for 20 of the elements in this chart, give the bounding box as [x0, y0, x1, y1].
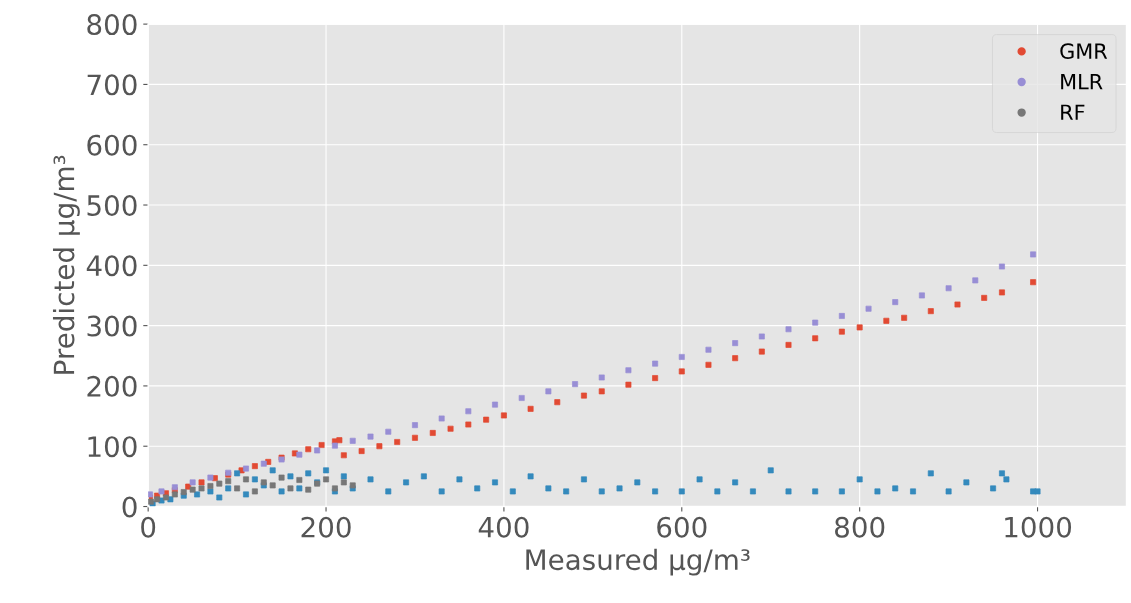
- y-tick-label: 400: [86, 255, 137, 277]
- x-tick-label: 200: [301, 516, 351, 538]
- y-tick-label: 0: [122, 496, 137, 518]
- x-tick-label: 600: [657, 516, 707, 538]
- y-tick-label: 300: [87, 315, 137, 337]
- x-tick-label: 800: [835, 516, 885, 538]
- y-tick-label: 700: [87, 74, 137, 96]
- legend-label: GMR: [1060, 43, 1108, 59]
- y-tick-label: 800: [87, 14, 137, 36]
- x-tick-label: 400: [478, 516, 529, 538]
- y-tick-label: 200: [87, 375, 137, 397]
- y-tick-label: 100: [88, 436, 137, 458]
- y-tick-label: 500: [87, 194, 137, 216]
- legend-label: MLR: [1061, 74, 1103, 90]
- y-tick-label: 600: [87, 134, 137, 156]
- x-axis-title: Measured μg/m³: [526, 548, 750, 576]
- x-tick-label: 0: [141, 516, 156, 538]
- y-axis-title: Predicted μg/m³: [52, 155, 80, 374]
- x-tick-label: 1000: [1005, 516, 1072, 538]
- legend-label: RF: [1061, 104, 1085, 120]
